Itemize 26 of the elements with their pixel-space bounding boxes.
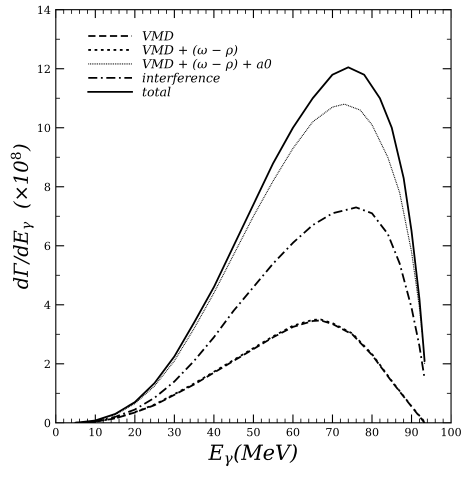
legend-label: VMD + (ω − ρ) + a0: [142, 58, 272, 71]
y-tick-label: 4: [44, 300, 50, 310]
x-tick-label: 100: [442, 428, 461, 436]
x-tick-label: 20: [128, 428, 142, 436]
x-axis-title: E$_{γ}$(MeV): [208, 444, 297, 466]
x-tick-label: 80: [366, 428, 378, 436]
x-tick-label: 40: [207, 428, 220, 436]
x-tick-label: 90: [405, 428, 418, 436]
legend-label: VMD + (ω − ρ): [142, 44, 238, 57]
y-tick-label: 10: [38, 124, 50, 132]
y-tick-label: 0: [44, 418, 50, 428]
x-tick-label: 30: [168, 428, 181, 436]
legend-label: interference: [142, 72, 220, 85]
x-tick-label: 10: [90, 428, 102, 436]
y-tick-label: 8: [44, 182, 50, 192]
x-tick-label: 0: [53, 428, 59, 436]
y-tick-label: 6: [44, 242, 50, 250]
legend-label: total: [142, 86, 171, 96]
x-tick-label: 50: [247, 428, 260, 436]
y-tick-label: 14: [38, 6, 50, 14]
y-tick-label: 12: [38, 64, 50, 73]
y-tick-label: 2: [44, 360, 50, 368]
x-tick-label: 70: [326, 428, 339, 436]
x-tick-label: 60: [286, 428, 300, 436]
y-axis-title: dΓ/dE$_{γ}$ (×10$^{8}$): [10, 144, 34, 289]
legend-label: VMD: [142, 31, 174, 40]
